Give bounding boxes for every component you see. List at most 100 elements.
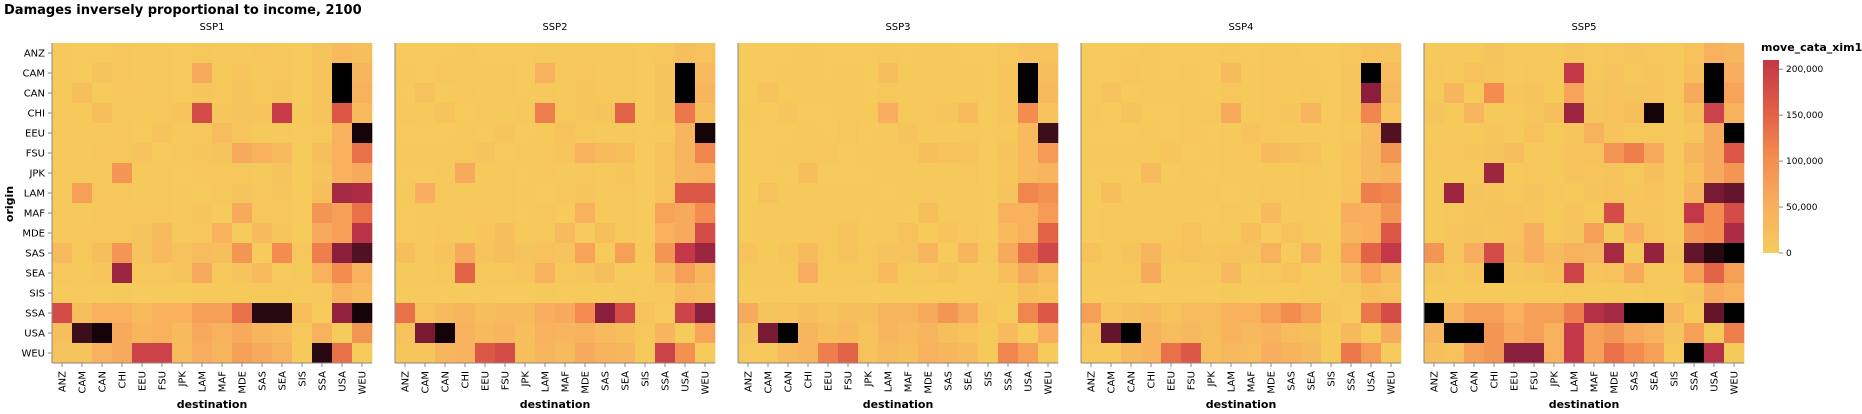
heatmap-cell: [1038, 83, 1059, 104]
heatmap-cell: [1121, 303, 1142, 324]
heatmap-cell: [495, 243, 516, 264]
heatmap-cell: [455, 243, 476, 264]
y-tick-label: LAM: [24, 189, 45, 200]
x-tick-label: MAF: [904, 371, 915, 392]
heatmap-cell: [1544, 283, 1565, 304]
heatmap-cell: [312, 283, 333, 304]
heatmap-cell: [655, 123, 676, 144]
heatmap-cell: [738, 163, 759, 184]
heatmap-cell: [1201, 283, 1222, 304]
heatmap-cell: [515, 43, 536, 64]
heatmap-cell: [675, 83, 696, 104]
heatmap-cell: [878, 203, 899, 224]
heatmap-cell: [1038, 63, 1059, 84]
heatmap-cell: [1444, 163, 1465, 184]
y-tick-label: FSU: [26, 149, 45, 160]
heatmap-cell: [475, 103, 496, 124]
heatmap-cell: [272, 63, 293, 84]
x-tick-label: CHI: [461, 371, 472, 388]
heatmap-cell: [1161, 243, 1182, 264]
heatmap-cell: [92, 163, 113, 184]
heatmap-cell: [475, 283, 496, 304]
heatmap-cell: [958, 43, 979, 64]
heatmap-cell: [1281, 203, 1302, 224]
heatmap-cell: [1161, 63, 1182, 84]
x-tick-label: MDE: [1610, 371, 1621, 394]
heatmap-cell: [475, 303, 496, 324]
heatmap-cell: [695, 183, 716, 204]
heatmap-cell: [112, 63, 133, 84]
facet-title: SSP4: [1228, 22, 1253, 33]
heatmap-cell: [595, 283, 616, 304]
heatmap-cell: [1301, 63, 1322, 84]
heatmap-cell: [152, 83, 173, 104]
heatmap-cell: [1624, 103, 1645, 124]
heatmap-cell: [615, 243, 636, 264]
heatmap-cell: [92, 83, 113, 104]
heatmap-cell: [695, 123, 716, 144]
heatmap-cell: [1181, 263, 1202, 284]
heatmap-cell: [555, 343, 576, 364]
heatmap-cell: [1281, 63, 1302, 84]
heatmap-cell: [1724, 243, 1745, 264]
heatmap-cell: [595, 163, 616, 184]
heatmap-cell: [1341, 123, 1362, 144]
heatmap-cell: [535, 123, 556, 144]
heatmap-cell: [1018, 263, 1039, 284]
heatmap-cell: [978, 343, 999, 364]
heatmap-cell: [1381, 183, 1402, 204]
x-tick-label: FSU: [158, 371, 169, 390]
heatmap-cell: [1201, 183, 1222, 204]
heatmap-cell: [838, 183, 859, 204]
heatmap-cell: [132, 323, 153, 344]
heatmap-cell: [695, 43, 716, 64]
x-tick-label: MDE: [238, 371, 249, 394]
heatmap-cell: [798, 63, 819, 84]
heatmap-cell: [152, 103, 173, 124]
heatmap-cell: [1644, 123, 1665, 144]
heatmap-cell: [898, 343, 919, 364]
heatmap-cell: [635, 303, 656, 324]
heatmap-cell: [1241, 83, 1262, 104]
heatmap-cell: [1704, 223, 1725, 244]
heatmap-cell: [312, 243, 333, 264]
heatmap-cell: [695, 163, 716, 184]
heatmap-cell: [758, 223, 779, 244]
heatmap-cell: [192, 143, 213, 164]
heatmap-cell: [1281, 103, 1302, 124]
heatmap-cell: [695, 343, 716, 364]
heatmap-cell: [1644, 243, 1665, 264]
heatmap-cell: [918, 183, 939, 204]
heatmap-cell: [655, 183, 676, 204]
heatmap-cell: [655, 343, 676, 364]
heatmap-cell: [1604, 83, 1625, 104]
heatmap-cell: [312, 183, 333, 204]
heatmap-cell: [152, 323, 173, 344]
heatmap-cell: [1321, 323, 1342, 344]
heatmap-cell: [72, 103, 93, 124]
heatmap-cell: [232, 303, 253, 324]
heatmap-cell: [1604, 243, 1625, 264]
heatmap-cell: [332, 63, 353, 84]
chart-title: Damages inversely proportional to income…: [4, 3, 362, 18]
heatmap-cell: [1101, 223, 1122, 244]
heatmap-cell: [1644, 263, 1665, 284]
x-axis-title: destination: [177, 398, 248, 411]
heatmap-cell: [415, 203, 436, 224]
heatmap-cell: [1221, 143, 1242, 164]
heatmap-cell: [998, 103, 1019, 124]
heatmap-cell: [758, 323, 779, 344]
heatmap-cell: [1524, 183, 1545, 204]
heatmap-cell: [435, 223, 456, 244]
y-tick-label: MAF: [24, 209, 45, 220]
heatmap-cell: [292, 103, 313, 124]
x-axis-title: destination: [863, 398, 934, 411]
heatmap-cell: [838, 43, 859, 64]
heatmap-cell: [1504, 63, 1525, 84]
heatmap-cell: [1181, 323, 1202, 344]
heatmap-cell: [1321, 223, 1342, 244]
heatmap-cell: [1321, 83, 1342, 104]
heatmap-cell: [635, 323, 656, 344]
heatmap-cell: [1664, 163, 1685, 184]
heatmap-cell: [1261, 103, 1282, 124]
